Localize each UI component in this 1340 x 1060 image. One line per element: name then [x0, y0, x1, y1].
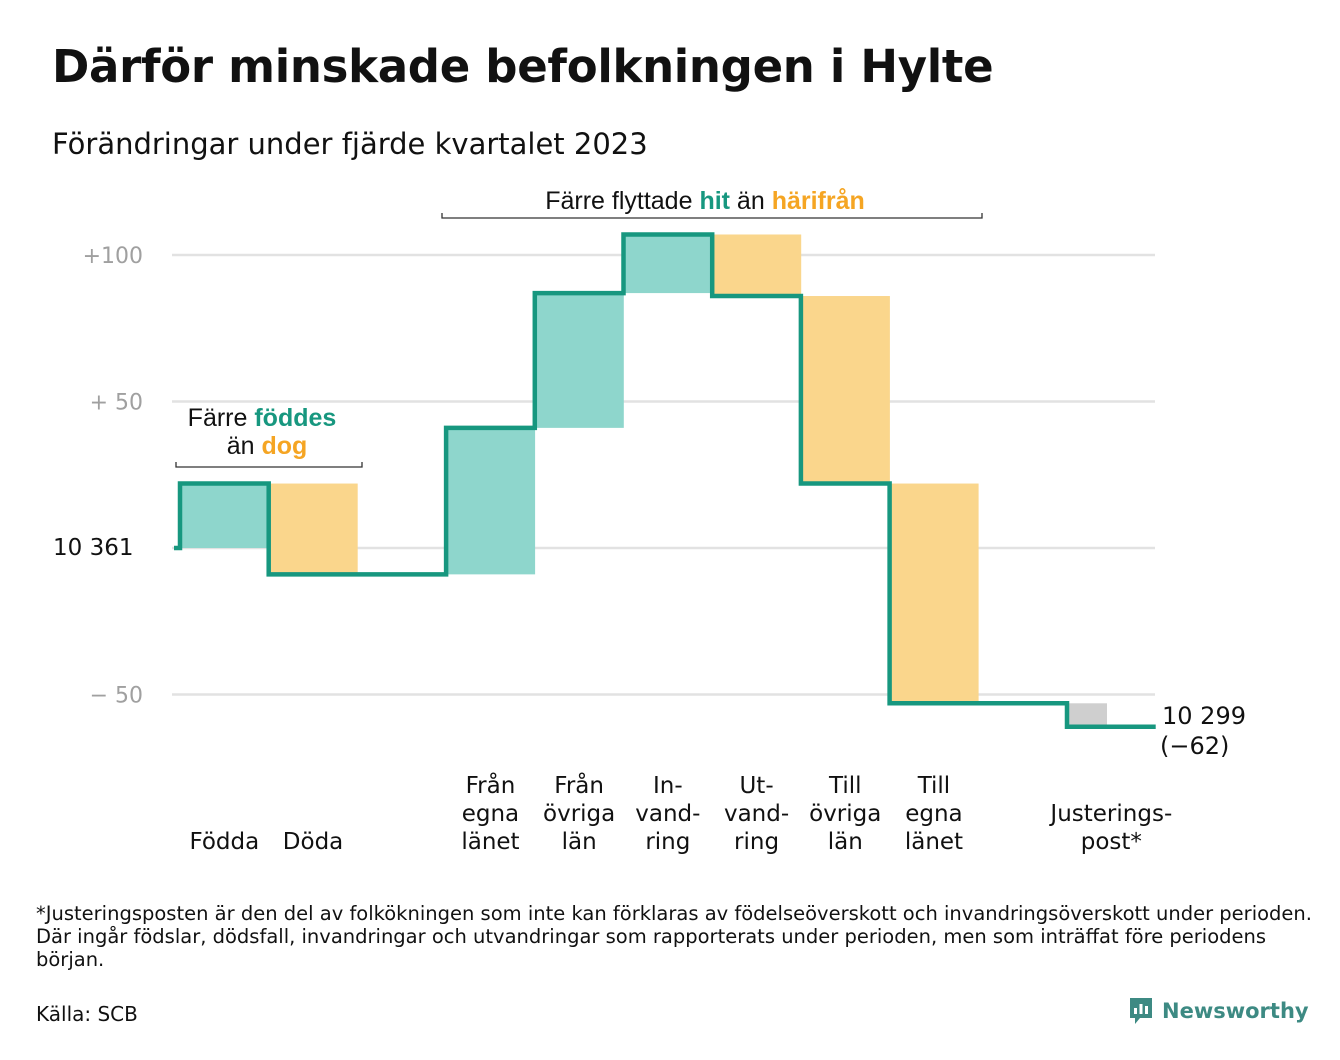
births-annotation-line2: än dog: [227, 432, 308, 460]
brand-logo: Newsworthy: [1128, 996, 1309, 1026]
category-label: övriga: [809, 801, 881, 827]
births-bracket: [175, 462, 363, 468]
waterfall-bar: [889, 483, 979, 704]
category-label: Födda: [189, 829, 259, 855]
category-label: Från: [466, 771, 516, 799]
y-tick-label: + 50: [90, 391, 143, 416]
start-value-label: 10 361: [53, 535, 133, 561]
waterfall-bar: [800, 296, 890, 484]
category-label: länet: [905, 829, 963, 855]
waterfall-bar: [1067, 703, 1107, 727]
category-label: Till: [917, 773, 951, 799]
waterfall-bar: [180, 483, 269, 548]
category-label: länet: [461, 829, 519, 855]
footnote: *Justeringsposten är den del av folkökni…: [36, 902, 1312, 971]
category-label: Till: [828, 773, 862, 799]
category-label: vand-: [635, 801, 700, 827]
y-tick-label: − 50: [90, 684, 143, 709]
category-label: län: [562, 829, 597, 855]
moves-annotation: Färre flyttade hit än härifrån: [545, 187, 865, 215]
waterfall-bar: [712, 234, 802, 297]
waterfall-bar: [446, 427, 536, 575]
waterfall-bar: [623, 234, 713, 294]
end-value-label: 10 299: [1162, 702, 1246, 730]
category-label: Från: [554, 771, 604, 799]
category-label: övriga: [543, 801, 615, 827]
category-label: egna: [905, 801, 962, 827]
category-label: In-: [653, 773, 683, 799]
category-label: Döda: [283, 829, 343, 855]
source-note: Källa: SCB: [36, 1002, 138, 1026]
waterfall-bar: [534, 293, 624, 428]
chart-subtitle: Förändringar under fjärde kvartalet 2023: [52, 127, 648, 161]
change-label: (−62): [1160, 732, 1229, 760]
category-label: ring: [645, 829, 690, 855]
brand-name: Newsworthy: [1162, 999, 1309, 1023]
waterfall-bar: [268, 483, 358, 575]
births-annotation-line1: Färre föddes: [188, 404, 337, 432]
y-tick-label: +100: [83, 244, 143, 269]
category-label: post*: [1081, 829, 1142, 855]
category-label: vand-: [724, 801, 789, 827]
chart-title: Därför minskade befolkningen i Hylte: [52, 40, 994, 93]
cumulative-step-line: [174, 232, 1156, 729]
category-label: Justerings-: [1048, 801, 1172, 827]
moves-bracket: [441, 213, 983, 219]
newsworthy-logo-icon: [1130, 998, 1152, 1024]
category-label: län: [828, 829, 863, 855]
category-label: Ut-: [739, 773, 773, 799]
category-label: ring: [734, 829, 779, 855]
category-label: egna: [462, 801, 519, 827]
